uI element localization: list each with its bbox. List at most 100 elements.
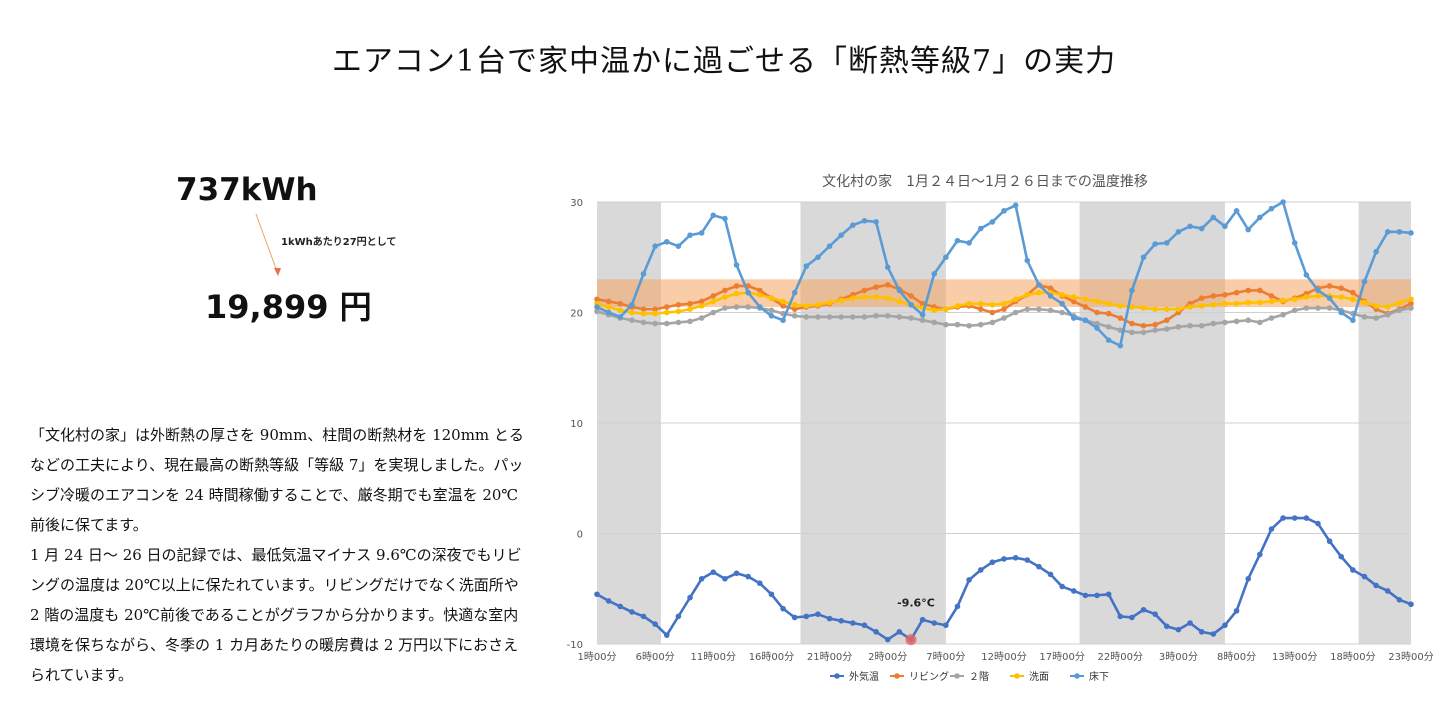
data-point xyxy=(826,314,833,320)
data-point xyxy=(1408,230,1414,236)
data-point xyxy=(896,298,903,305)
data-point xyxy=(1338,285,1345,291)
data-point xyxy=(1373,303,1379,309)
data-point xyxy=(1164,317,1170,324)
data-point xyxy=(1129,304,1135,310)
data-point xyxy=(943,306,949,312)
data-point xyxy=(1036,306,1042,312)
data-point xyxy=(1012,202,1019,209)
data-point xyxy=(1152,327,1158,333)
data-point xyxy=(1059,292,1065,298)
data-point xyxy=(629,301,635,308)
data-point xyxy=(919,311,926,318)
data-point xyxy=(1315,305,1321,311)
data-point xyxy=(733,262,740,268)
data-point xyxy=(1117,342,1124,349)
page-title: エアコン1台で家中温かに過ごせる「断熱等級7」の実力 xyxy=(331,44,1117,79)
data-point xyxy=(1001,300,1007,307)
data-point xyxy=(861,314,868,320)
data-point xyxy=(884,636,891,643)
data-point xyxy=(780,317,786,324)
heating-cost: 19,899 円 xyxy=(205,288,372,326)
data-point xyxy=(861,217,868,224)
data-point xyxy=(710,298,717,305)
data-point xyxy=(931,319,938,326)
data-point xyxy=(826,299,833,306)
min-temp-marker xyxy=(905,634,917,646)
data-point xyxy=(1059,309,1065,316)
data-point xyxy=(1408,305,1414,311)
data-point xyxy=(1233,300,1240,307)
data-point xyxy=(1373,582,1379,589)
rate-note: 1kWhあたり27円として xyxy=(281,237,397,248)
legend-marker xyxy=(954,673,960,679)
data-point xyxy=(675,613,682,620)
data-point xyxy=(908,301,914,308)
data-point xyxy=(675,308,682,315)
data-point xyxy=(733,304,740,310)
data-point xyxy=(1117,303,1124,309)
data-point xyxy=(850,314,856,320)
data-point xyxy=(652,320,658,327)
data-point xyxy=(1326,538,1333,545)
data-point xyxy=(1384,588,1391,594)
data-point xyxy=(896,629,903,635)
data-point xyxy=(1082,317,1089,324)
data-point xyxy=(1210,214,1217,221)
data-point xyxy=(1338,553,1345,560)
x-tick-label: 21時00分 xyxy=(807,651,852,663)
data-point xyxy=(1024,557,1031,563)
data-point xyxy=(1164,623,1170,630)
legend-label: 外気温 xyxy=(849,670,879,683)
data-point xyxy=(919,616,926,623)
description-paragraph: 1 月 24 日〜 26 日の記録では、最低気温マイナス 9.6℃の深夜でもリビ… xyxy=(30,546,522,684)
data-point xyxy=(1233,208,1240,214)
data-point xyxy=(1070,315,1077,321)
data-point xyxy=(1105,324,1112,330)
data-point xyxy=(1140,606,1147,613)
data-point xyxy=(1245,576,1251,582)
x-tick-label: 3時00分 xyxy=(1159,651,1198,663)
legend-marker xyxy=(894,673,900,679)
x-tick-label: 18時00分 xyxy=(1330,651,1375,663)
data-point xyxy=(1338,294,1345,300)
data-point xyxy=(1129,614,1135,621)
data-point xyxy=(710,212,717,219)
data-point xyxy=(768,307,775,314)
data-point xyxy=(594,308,600,315)
data-point xyxy=(663,320,670,327)
data-point xyxy=(977,300,984,307)
x-tick-label: 6時00分 xyxy=(636,651,675,663)
data-point xyxy=(1094,320,1100,327)
data-point xyxy=(698,230,705,236)
data-point xyxy=(780,303,786,309)
data-point xyxy=(698,298,705,305)
data-point xyxy=(1268,298,1275,305)
data-point xyxy=(1350,289,1356,296)
data-point xyxy=(687,318,693,325)
data-point xyxy=(652,621,658,627)
data-point xyxy=(1245,317,1251,324)
data-point xyxy=(710,293,717,299)
description: 「文化村の家」は外断熱の厚さを 90mm、柱間の断熱材を 120mm とるなどの… xyxy=(30,420,528,690)
legend-marker xyxy=(834,673,840,679)
data-point xyxy=(1082,304,1089,310)
data-point xyxy=(663,304,670,310)
data-point xyxy=(919,317,926,324)
data-point xyxy=(757,580,763,587)
legend-marker xyxy=(1074,673,1080,679)
data-point xyxy=(896,287,903,294)
data-point xyxy=(791,313,798,319)
data-point xyxy=(640,613,647,620)
data-point xyxy=(943,321,949,328)
data-point xyxy=(1303,272,1310,278)
data-point xyxy=(1198,303,1205,309)
data-point xyxy=(803,613,810,620)
data-point xyxy=(1291,240,1298,246)
data-point xyxy=(1408,300,1414,307)
data-point xyxy=(1024,306,1031,312)
x-tick-label: 13時00分 xyxy=(1272,651,1317,663)
data-point xyxy=(954,603,961,610)
data-point xyxy=(1105,300,1112,307)
data-point xyxy=(1222,292,1228,298)
